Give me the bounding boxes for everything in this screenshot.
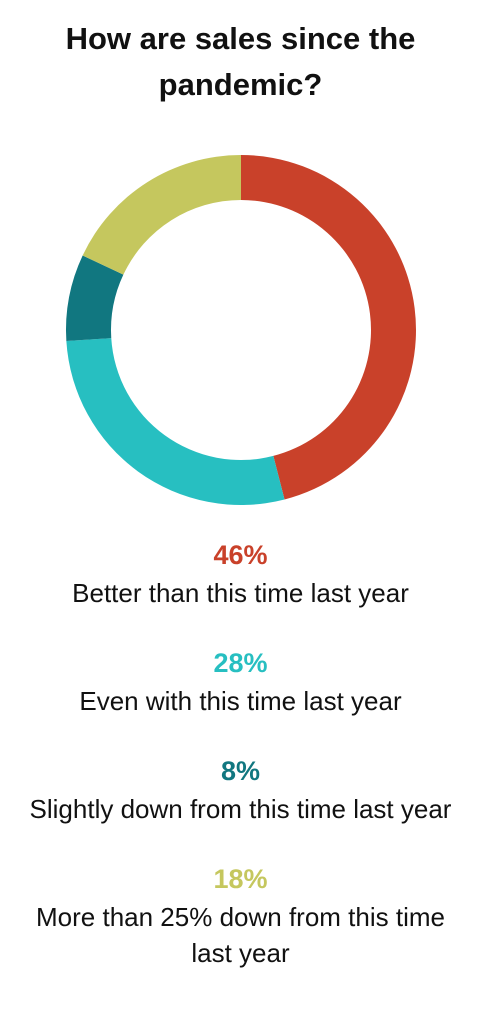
- legend-item: 28% Even with this time last year: [20, 643, 461, 719]
- category-label: Slightly down from this time last year: [29, 794, 452, 824]
- chart-title: How are sales since the pandemic?: [65, 21, 416, 102]
- legend-item: 18% More than 25% down from this time las…: [20, 859, 461, 971]
- chart: [65, 155, 416, 505]
- value-label: 18%: [213, 864, 268, 894]
- donut-slice: [66, 338, 285, 505]
- donut-slice: [241, 155, 416, 500]
- value-label: 46%: [213, 540, 268, 570]
- legend-item: 8% Slightly down from this time last year: [20, 751, 461, 827]
- donut-slice: [65, 255, 124, 341]
- value-label: 8%: [220, 756, 261, 786]
- value-label: 28%: [213, 648, 268, 678]
- donut-slice: [82, 155, 241, 275]
- legend: 46% Better than this time last year 28% Eve…: [20, 535, 461, 1003]
- legend-item: 46% Better than this time last year: [20, 535, 461, 611]
- category-label: Better than this time last year: [72, 578, 409, 608]
- category-label: Even with this time last year: [79, 686, 402, 716]
- category-label: More than 25% down from this time last y…: [36, 902, 445, 968]
